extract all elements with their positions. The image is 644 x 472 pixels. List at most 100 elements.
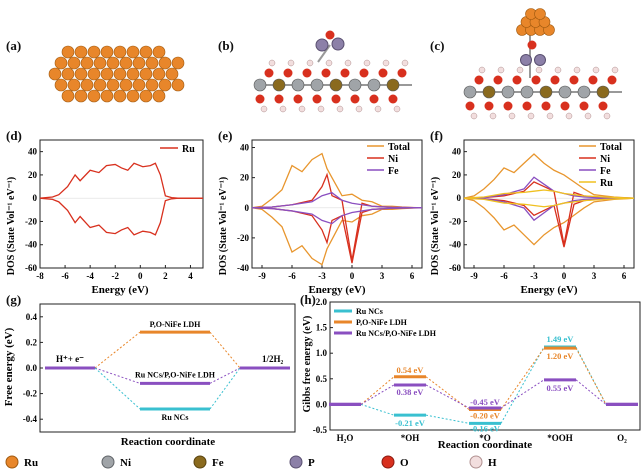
xtick-label: -9 [470,271,478,281]
ru-atom [152,67,166,81]
ru-nc-ldh-structure [463,8,622,120]
h-atom [516,66,524,74]
legend-f-fe: Fe [600,166,611,177]
h-atom [336,105,344,113]
ru-atom [165,67,179,81]
ni-atom [291,78,305,92]
ytick-label: 20 [452,170,462,180]
ru-atom [74,89,88,103]
dos-line-ru-up [39,162,203,199]
xlabel-g: Reaction coordinate [121,436,216,448]
ru-atom [100,45,114,59]
g-connector [94,367,141,384]
ru-atom [132,78,146,92]
o-atom [493,75,503,85]
g-left-label: H⁺+ e⁻ [56,354,84,364]
h-connector [500,379,545,409]
h-atom [287,59,295,67]
o-atom [321,68,331,78]
dos-line-ru-up [463,189,635,199]
h-atom [527,112,535,120]
ytick-label: -0.4 [23,414,38,424]
dos-chart-f: DOS (State Vol⁻¹ eV⁻¹) -9 -6 -3 0 3 6 40 20 0 -20… [430,139,635,296]
o-atom [302,68,312,78]
h-atom-icon [469,455,483,469]
o-atom [283,68,293,78]
h-connector [425,414,470,424]
o-atom [264,68,274,78]
h-atom [489,112,497,120]
ni-atom [558,85,572,99]
g-level-label: P,O-NiFe LDH [150,320,202,329]
h-atom [355,105,363,113]
ytick-label: 1.5 [316,323,328,333]
h-annotation: -0.21 eV [395,418,426,428]
h-atom [260,105,268,113]
element-h: H [488,457,497,469]
h-atom [401,59,409,67]
o-atom [397,68,407,78]
ru-atom [126,45,140,59]
o-atom [541,101,551,111]
xtick-label: -8 [36,271,44,281]
o-atom [607,75,617,85]
panel-label-g: (g) [6,292,22,307]
g-level-label: Ru NCs [162,413,189,422]
h-atom [603,112,611,120]
ytick-label: 0.2 [26,337,38,347]
element-ni: Ni [120,457,131,469]
ru-atom [61,67,75,81]
ytick-label: 20 [240,173,250,183]
xtick-label: -6 [288,271,296,281]
dos-chart-e: DOS (State Vol⁻¹ eV⁻¹) -9 -6 -3 0 3 6 40 20 0 -20… [218,139,423,296]
element-p: P [308,457,315,469]
ru-atom [145,78,159,92]
o-atom [255,94,265,104]
h-atom [325,59,333,67]
legend-h-ldh: P,O-NiFe LDH [356,318,408,327]
element-fe: Fe [212,457,224,469]
o-atom [359,68,369,78]
ni-atom [348,78,362,92]
o-atom [340,68,350,78]
dos-line-fe-up [463,176,635,199]
xtick-label: 2 [163,271,168,281]
ru-atom [152,45,166,59]
ytick-label: 0 [245,203,250,213]
g-connector [209,367,241,384]
xtick-label: -3 [318,271,326,281]
o-atom [503,101,513,111]
xtick-label: H₂O [337,433,354,443]
xtick-label: 6 [622,271,627,281]
ru-atom [139,67,153,81]
element-ru: Ru [24,457,38,469]
ylabel-d: DOS (State Vol⁻¹ eV⁻¹) [6,177,17,276]
dos-line-ni-down [251,207,423,264]
ru-atom [106,78,120,92]
o-atom [369,94,379,104]
g-connector [209,367,241,410]
ru-atom [132,56,146,70]
ru-atom [74,67,88,81]
g-level-label: Ru NCs/P,O-NiFe LDH [135,370,216,379]
h-atom [268,59,276,67]
xtick-label: 3 [592,271,597,281]
ni-atom [253,78,267,92]
ru-atom [67,78,81,92]
ru-atom [126,89,140,103]
h-atom [497,66,505,74]
ru-atom [119,56,133,70]
dos-line-fe-down [251,207,423,225]
h-atom [535,66,543,74]
ni-atom [367,78,381,92]
element-o: O [400,457,409,469]
dos-line-fe-down [463,197,635,222]
o-atom [484,101,494,111]
xtick-label: 0 [562,271,567,281]
ru-atom [152,89,166,103]
g-connector [94,367,141,410]
ylabel-e: DOS (State Vol⁻¹ eV⁻¹) [218,177,229,276]
ru-atom [61,45,75,59]
dos-line-ru-down [463,197,635,208]
h-atom [592,66,600,74]
